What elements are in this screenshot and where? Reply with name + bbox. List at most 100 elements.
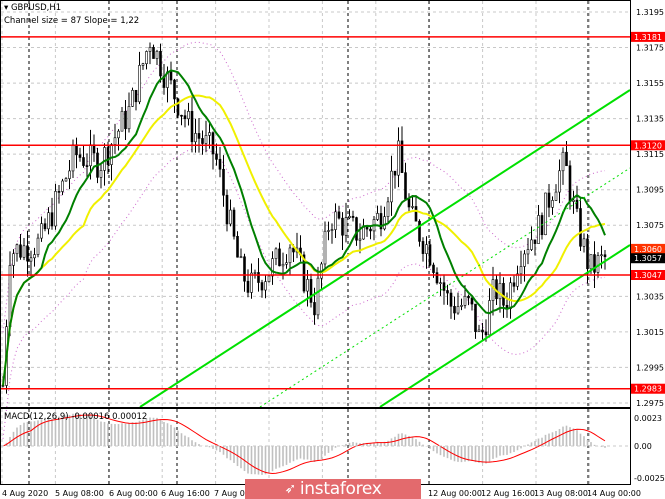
candle-body: [194, 133, 197, 143]
ask-price-label: 1.3060: [634, 245, 662, 254]
candle-body: [390, 170, 393, 203]
candle-body: [484, 331, 488, 336]
time-tick: 4 Aug 2020: [2, 489, 48, 498]
candle-body: [271, 258, 274, 277]
candle-body: [215, 153, 218, 160]
candle-body: [29, 257, 33, 262]
candle-body: [442, 282, 446, 291]
candle-body: [467, 295, 470, 299]
candle-body: [12, 253, 15, 266]
time-tick: 14 Aug 00:00: [587, 489, 641, 498]
candle-body: [99, 170, 103, 178]
candle-body: [68, 170, 71, 179]
candle-body: [526, 249, 530, 255]
candle-body: [274, 248, 278, 259]
macd-label: MACD(12,26,9) -0.00016 0.00012: [4, 412, 148, 422]
candle-body: [127, 106, 131, 130]
candle-body: [327, 230, 330, 232]
candle-body: [334, 211, 337, 230]
candle-body: [603, 254, 607, 258]
candle-body: [456, 306, 460, 314]
candle-body: [421, 241, 425, 254]
price-tick: 1.2995: [636, 363, 664, 372]
price-tick: 1.3195: [636, 8, 664, 17]
price-tick: 1.3135: [636, 115, 664, 124]
channel-info: Channel size = 87 Slope = 1,22: [4, 16, 140, 26]
candle-body: [110, 144, 113, 165]
candle-body: [183, 115, 187, 120]
collapse-triangle-icon[interactable]: ▾: [4, 3, 11, 13]
candle-body: [218, 159, 222, 170]
candle-body: [323, 230, 327, 265]
candle-body: [145, 51, 148, 65]
candle-body: [348, 215, 351, 219]
macd-panel: [1, 413, 630, 475]
candle-body: [267, 275, 271, 282]
time-tick: 13 Aug 08:00: [534, 489, 588, 498]
level-label-bg: [631, 31, 665, 42]
candle-body: [113, 137, 117, 145]
candle-body: [404, 172, 407, 200]
candle-body: [596, 255, 600, 273]
candle-body: [148, 46, 152, 52]
level-label-bg: [631, 383, 665, 394]
macd-tick: 0.00: [634, 442, 652, 451]
candle-body: [292, 247, 295, 253]
price-tick: 1.3095: [636, 186, 664, 195]
candle-body: [397, 140, 400, 176]
candle-body: [351, 215, 355, 218]
candle-body: [362, 227, 365, 240]
candle-body: [337, 211, 341, 219]
macd-tick: -0.00258: [634, 474, 665, 483]
candle-body: [264, 281, 267, 291]
candle-body: [285, 262, 288, 265]
channel-upper-line: [139, 89, 631, 408]
price-tick: 1.2975: [636, 399, 664, 408]
candle-body: [26, 245, 29, 262]
candle-body: [201, 138, 204, 144]
candle-body: [453, 306, 456, 314]
price-tick: 1.3175: [636, 44, 664, 53]
envelope-lower: [2, 148, 606, 439]
candle-body: [117, 130, 120, 139]
candle-body: [551, 200, 554, 208]
candle-body: [155, 50, 159, 59]
envelope-bands: [2, 41, 606, 439]
candle-body: [589, 254, 593, 270]
candle-body: [120, 110, 124, 132]
level-label: 1.2983: [634, 385, 662, 394]
candle-body: [313, 302, 316, 316]
price-tick: 1.3035: [636, 292, 664, 301]
channel-middle-line: [259, 167, 631, 408]
candle-body: [498, 283, 502, 300]
candle-body: [558, 170, 561, 193]
candle-body: [36, 237, 40, 255]
candle-body: [236, 235, 239, 258]
candle-body: [187, 111, 190, 120]
macd-tick: 0.0023: [634, 414, 662, 423]
time-tick: 6 Aug 00:00: [109, 489, 158, 498]
candle-body: [400, 140, 404, 173]
candle-body: [523, 253, 526, 267]
current-price-label-bg: [631, 253, 665, 264]
price-tick: 1.3115: [636, 150, 664, 159]
candle-body: [316, 277, 320, 316]
candle-body: [173, 79, 176, 100]
candle-body: [376, 213, 379, 220]
candle-body: [253, 272, 257, 274]
candle-body: [582, 238, 586, 247]
candle-body: [533, 239, 537, 244]
candle-body: [22, 245, 26, 258]
candle-body: [309, 279, 313, 303]
candle-body: [229, 209, 232, 225]
candle-body: [425, 244, 428, 254]
candle-body: [460, 305, 463, 307]
candle-body: [575, 199, 579, 209]
candle-body: [386, 201, 390, 217]
candle-body: [481, 329, 484, 333]
candle-body: [190, 111, 194, 143]
candle-body: [250, 272, 253, 293]
candle-body: [488, 300, 491, 336]
candle-body: [82, 157, 85, 166]
candle-body: [243, 256, 246, 282]
